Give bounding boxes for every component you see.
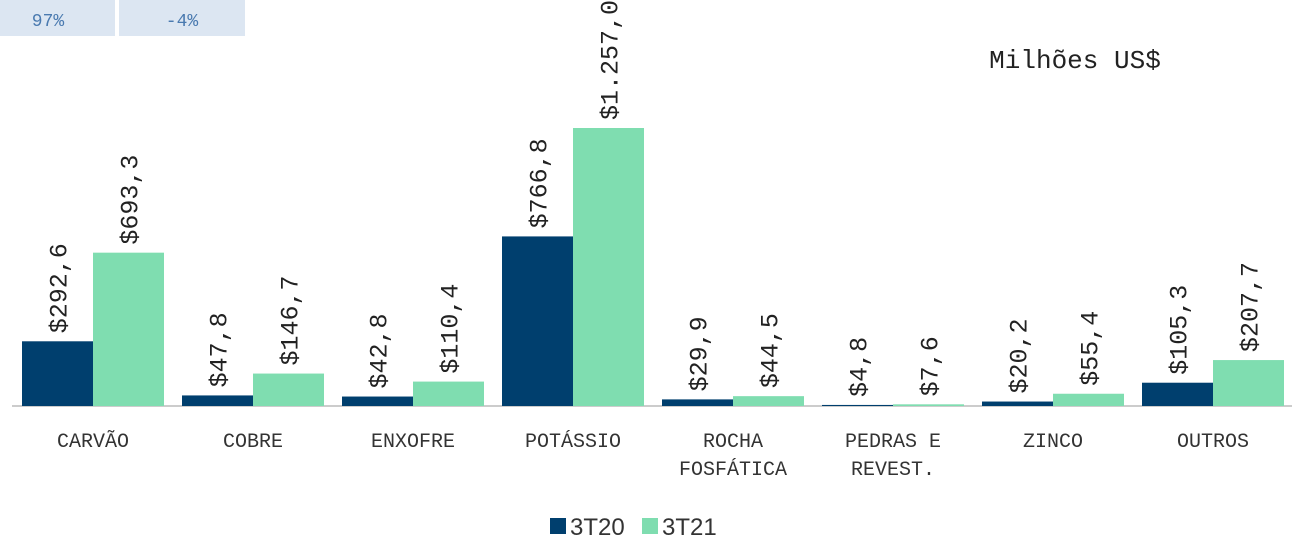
data-label: $693,3	[117, 155, 146, 245]
legend-label: 3T20	[570, 514, 625, 541]
x-tick-label: CARVÃO	[57, 429, 129, 454]
header-cell	[119, 0, 245, 36]
data-label: $292,6	[46, 243, 75, 333]
data-label: $110,4	[437, 284, 466, 374]
bar	[1213, 360, 1284, 406]
header-text: 97%	[32, 12, 65, 32]
data-label: $42,8	[366, 314, 395, 389]
x-tick-label: ZINCO	[1023, 431, 1083, 454]
bar	[893, 404, 964, 406]
data-label: $47,8	[206, 312, 235, 387]
bar	[413, 381, 484, 406]
legend-swatch	[642, 518, 658, 534]
bar	[662, 399, 733, 406]
bar	[502, 236, 573, 406]
x-tick-label: COBRE	[223, 431, 283, 454]
x-tick-label: OUTROS	[1177, 431, 1249, 454]
data-label: $105,3	[1166, 285, 1195, 375]
data-label: $55,4	[1077, 311, 1106, 386]
data-label: $20,2	[1006, 319, 1035, 394]
bar	[1142, 382, 1213, 406]
bar	[573, 128, 644, 406]
bar	[1053, 393, 1124, 406]
header-text: -4%	[166, 12, 199, 32]
x-tick-label: PEDRAS E REVEST.	[845, 431, 941, 482]
header-cell	[0, 0, 115, 36]
legend-swatch	[550, 518, 566, 534]
bar	[982, 401, 1053, 406]
data-label: $207,7	[1237, 262, 1266, 352]
annotation: Milhões US$	[989, 46, 1161, 76]
x-tick-label: ROCHA FOSFÁTICA	[679, 431, 787, 482]
bar	[93, 252, 164, 406]
data-label: $44,5	[757, 313, 786, 388]
data-label: $1.257,0	[597, 0, 626, 120]
data-label: $4,8	[846, 337, 875, 397]
data-label: $766,8	[526, 138, 555, 228]
data-label: $29,9	[686, 316, 715, 391]
x-tick-label: ENXOFRE	[371, 431, 455, 454]
bar	[182, 395, 253, 406]
data-label: $7,6	[917, 336, 946, 396]
bar	[253, 373, 324, 406]
bar	[342, 396, 413, 406]
x-tick-label: POTÁSSIO	[525, 430, 621, 454]
bar	[822, 404, 893, 406]
bar	[22, 341, 93, 406]
data-label: $146,7	[277, 276, 306, 366]
legend-label: 3T21	[662, 514, 717, 541]
bar	[733, 396, 804, 406]
